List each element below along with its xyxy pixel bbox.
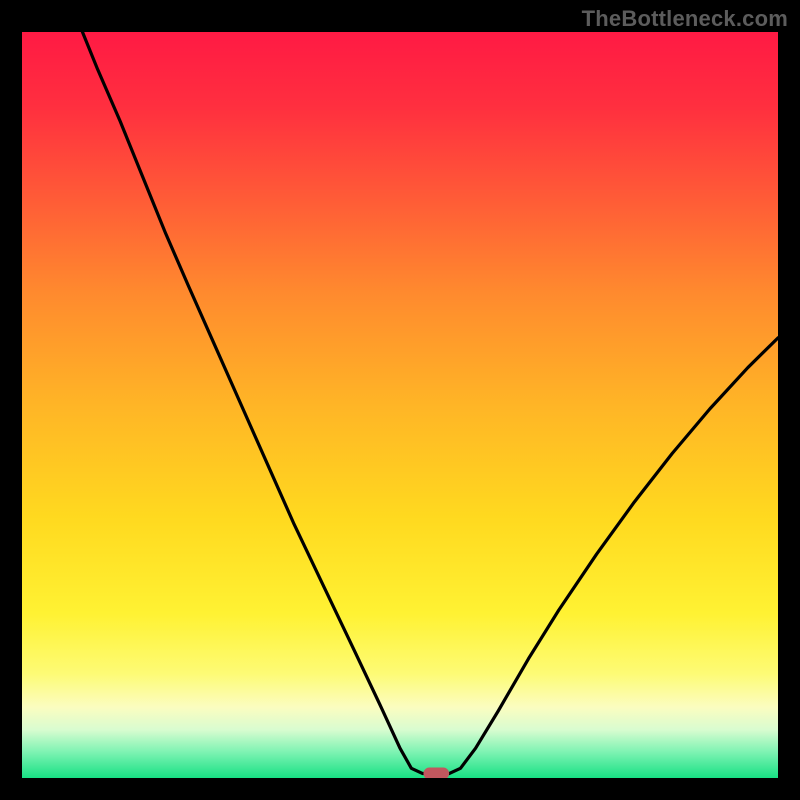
watermark-text: TheBottleneck.com xyxy=(582,6,788,32)
chart-svg xyxy=(22,32,778,778)
gradient-background xyxy=(22,32,778,778)
chart-frame: TheBottleneck.com xyxy=(0,0,800,800)
plot-area xyxy=(22,32,778,778)
optimum-marker xyxy=(423,768,449,778)
